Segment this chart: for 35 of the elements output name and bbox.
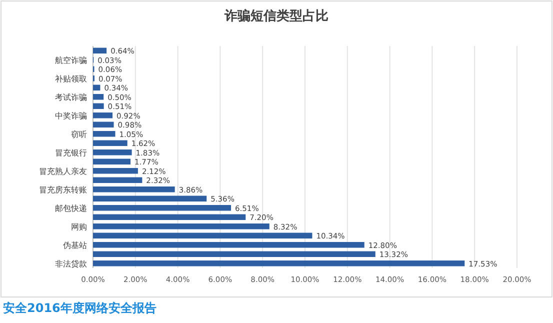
bar	[93, 122, 114, 128]
bar	[93, 131, 116, 137]
bar	[93, 224, 270, 230]
y-tick-label: 邮包快递	[55, 204, 87, 213]
chart-title: 诈骗短信类型占比	[224, 8, 328, 24]
bar	[93, 158, 131, 164]
y-tick-label: 网购	[71, 222, 87, 232]
y-tick-label: 冒充熟人亲友	[39, 166, 87, 176]
bar	[93, 242, 364, 248]
bar	[93, 196, 207, 202]
bar	[93, 232, 312, 238]
bar	[93, 168, 138, 174]
y-tick-label: 伪基站	[63, 240, 87, 250]
y-tick-label: 航空诈骗	[55, 56, 87, 65]
bar	[93, 150, 132, 156]
bar	[93, 251, 376, 257]
y-tick-label: 非法贷款	[55, 259, 87, 268]
bar	[93, 84, 100, 90]
y-tick-label: 考试诈骗	[55, 92, 87, 102]
text: 安全2016年度网络安全报告	[3, 301, 156, 315]
y-tick-label: 冒充房东转账	[39, 185, 87, 194]
bar	[93, 177, 142, 183]
bar	[93, 205, 232, 211]
bar	[93, 112, 113, 118]
y-tick-label: 中奖诈骗	[55, 111, 87, 120]
bar	[93, 214, 246, 220]
bar	[93, 260, 465, 266]
y-tick-label: 窃听	[71, 130, 87, 139]
y-tick-label: 补贴领取	[55, 74, 87, 84]
bar	[93, 103, 104, 109]
bar	[93, 48, 107, 54]
bar	[93, 140, 128, 146]
y-tick-label: 冒充银行	[55, 148, 87, 158]
bar	[93, 186, 175, 192]
bar	[93, 94, 104, 100]
